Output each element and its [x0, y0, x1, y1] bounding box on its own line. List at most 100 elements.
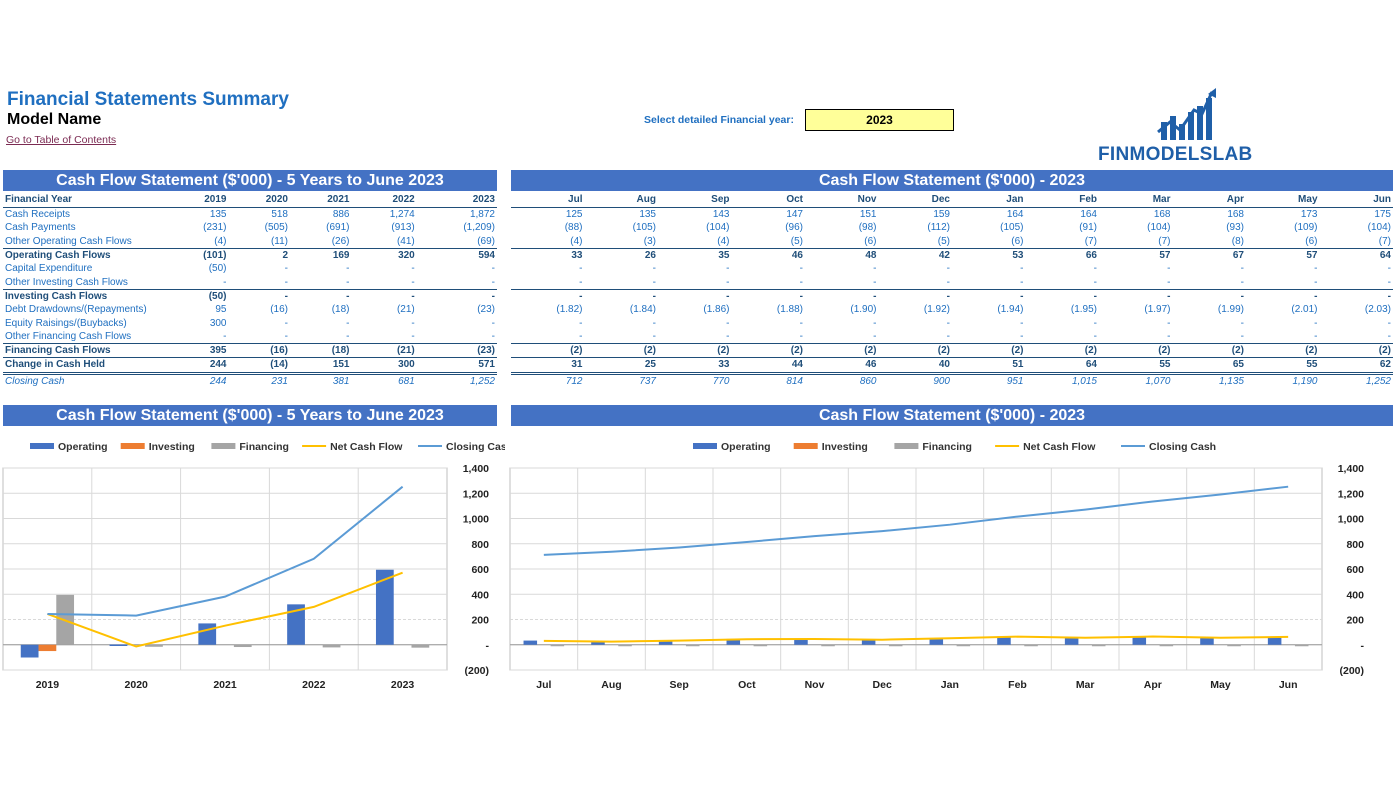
table-cell: - — [1167, 263, 1171, 275]
table-cell: - — [416, 288, 497, 304]
toc-link[interactable]: Go to Table of Contents — [6, 134, 117, 146]
svg-text:Closing Cash: Closing Cash — [446, 441, 505, 453]
table-cell: 173 — [1300, 209, 1318, 221]
table-cell: - — [290, 288, 352, 304]
x-tick-label: 2022 — [302, 679, 326, 691]
row-label: Operating Cash Flows — [3, 247, 167, 263]
table-cell: - — [1240, 330, 1244, 342]
table-cell: (11) — [270, 235, 288, 247]
bar-operating — [109, 644, 128, 646]
svg-text:Net Cash Flow: Net Cash Flow — [1023, 441, 1096, 453]
svg-text:Closing Cash: Closing Cash — [1149, 441, 1216, 453]
y-tick-label: (200) — [1339, 665, 1364, 677]
table-cell: - — [284, 276, 288, 288]
table-cell: - — [411, 276, 415, 288]
table-cell: (691) — [326, 222, 350, 234]
x-tick-label: Dec — [873, 679, 892, 691]
column-header: 2023 — [416, 192, 497, 208]
row-label: Other Financing Cash Flows — [5, 330, 132, 342]
x-tick-label: Jun — [1279, 679, 1298, 691]
table-cell: (8) — [1231, 235, 1244, 247]
table-cell: (7) — [1378, 235, 1391, 247]
bar-financing — [411, 644, 430, 648]
table-cell: - — [346, 330, 350, 342]
table-row: Financing Cash Flows 395 (16) (18) (21) (23) — [3, 342, 497, 358]
line-net — [543, 635, 1289, 643]
table-cell: - — [1093, 263, 1097, 275]
table-cell: - — [1167, 317, 1171, 329]
table-cell: (4) — [717, 235, 730, 247]
legend-item-net: Net Cash Flow — [995, 441, 1096, 453]
row-label: Cash Receipts — [5, 209, 71, 221]
bar-financing — [821, 644, 835, 647]
table-cell: 143 — [712, 209, 730, 221]
legend-item-net: Net Cash Flow — [302, 441, 403, 453]
table-cell: - — [1240, 263, 1244, 275]
table-cell: 712 — [565, 375, 583, 387]
table-cell: - — [579, 330, 583, 342]
table-cell: 320 — [351, 247, 417, 263]
row-label: Closing Cash — [5, 375, 65, 387]
y-tick-label: (200) — [464, 665, 489, 677]
column-header: 2019 — [167, 192, 229, 208]
column-header: 2022 — [351, 192, 417, 208]
table-cell: (16) — [270, 304, 288, 316]
table-cell: 25 — [584, 357, 658, 375]
monthly-table-title: Cash Flow Statement ($'000) - 2023 — [511, 170, 1393, 191]
table-cell: (2) — [878, 342, 952, 358]
table-cell: (2) — [805, 342, 879, 358]
table-cell: - — [946, 276, 950, 288]
x-tick-label: Aug — [601, 679, 621, 691]
table-cell: (41) — [396, 235, 415, 247]
table-cell: 175 — [1374, 209, 1391, 221]
row-label: Other Operating Cash Flows — [5, 235, 132, 247]
table-cell: - — [1314, 317, 1318, 329]
table-cell: (231) — [203, 222, 227, 234]
table-cell: - — [873, 317, 877, 329]
table-cell: - — [411, 263, 415, 275]
table-cell: - — [1093, 317, 1097, 329]
table-cell: 1,252 — [1365, 375, 1391, 387]
table-cell: - — [799, 263, 803, 275]
table-row: ------------ — [511, 330, 1393, 344]
svg-text:Operating: Operating — [58, 441, 108, 453]
table-cell: 1,135 — [1218, 375, 1244, 387]
column-header: Apr — [1172, 192, 1246, 208]
year-select-input[interactable]: 2023 — [805, 109, 954, 131]
table-cell: (5) — [790, 235, 803, 247]
bar-financing — [550, 644, 565, 647]
column-header: Aug — [584, 192, 658, 208]
table-cell: (96) — [785, 222, 803, 234]
table-cell: 57 — [1246, 247, 1320, 263]
bar-operating — [1064, 637, 1079, 645]
table-cell: (2) — [1319, 342, 1393, 358]
bar-operating — [861, 639, 876, 645]
table-row: 31 25 33 44 46 40 51 64 55 65 55 62 — [511, 357, 1393, 375]
y-tick-label: - — [1361, 640, 1365, 652]
table-cell: - — [799, 330, 803, 342]
table-cell: - — [579, 276, 583, 288]
line-net — [47, 571, 403, 648]
table-cell: - — [1025, 288, 1099, 304]
x-tick-label: 2020 — [125, 679, 149, 691]
table-cell: (2) — [1025, 342, 1099, 358]
x-tick-label: 2019 — [36, 679, 60, 691]
table-cell: 31 — [511, 357, 585, 375]
table-cell: (112) — [927, 222, 950, 234]
table-cell: (6) — [1011, 235, 1024, 247]
y-tick-label: 200 — [471, 615, 489, 627]
table-cell: (2) — [1172, 342, 1246, 358]
legend-item-operating: Operating — [30, 441, 108, 453]
logo-text: FINMODELSLAB — [1098, 144, 1253, 165]
table-cell: (1.88) — [776, 304, 803, 316]
table-cell: 159 — [933, 209, 950, 221]
column-header: May — [1246, 192, 1320, 208]
table-cell: (6) — [864, 235, 877, 247]
table-cell: 300 — [209, 317, 227, 329]
table-cell: (1.92) — [923, 304, 950, 316]
table-cell: - — [584, 288, 658, 304]
table-cell: 55 — [1246, 357, 1320, 375]
bar-operating — [198, 623, 217, 645]
table-cell: 814 — [786, 375, 803, 387]
row-label: Change in Cash Held — [3, 357, 167, 375]
